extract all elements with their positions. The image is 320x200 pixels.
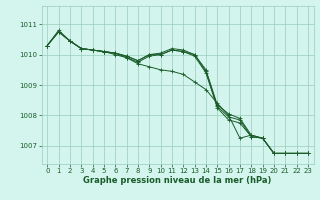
- X-axis label: Graphe pression niveau de la mer (hPa): Graphe pression niveau de la mer (hPa): [84, 176, 272, 185]
